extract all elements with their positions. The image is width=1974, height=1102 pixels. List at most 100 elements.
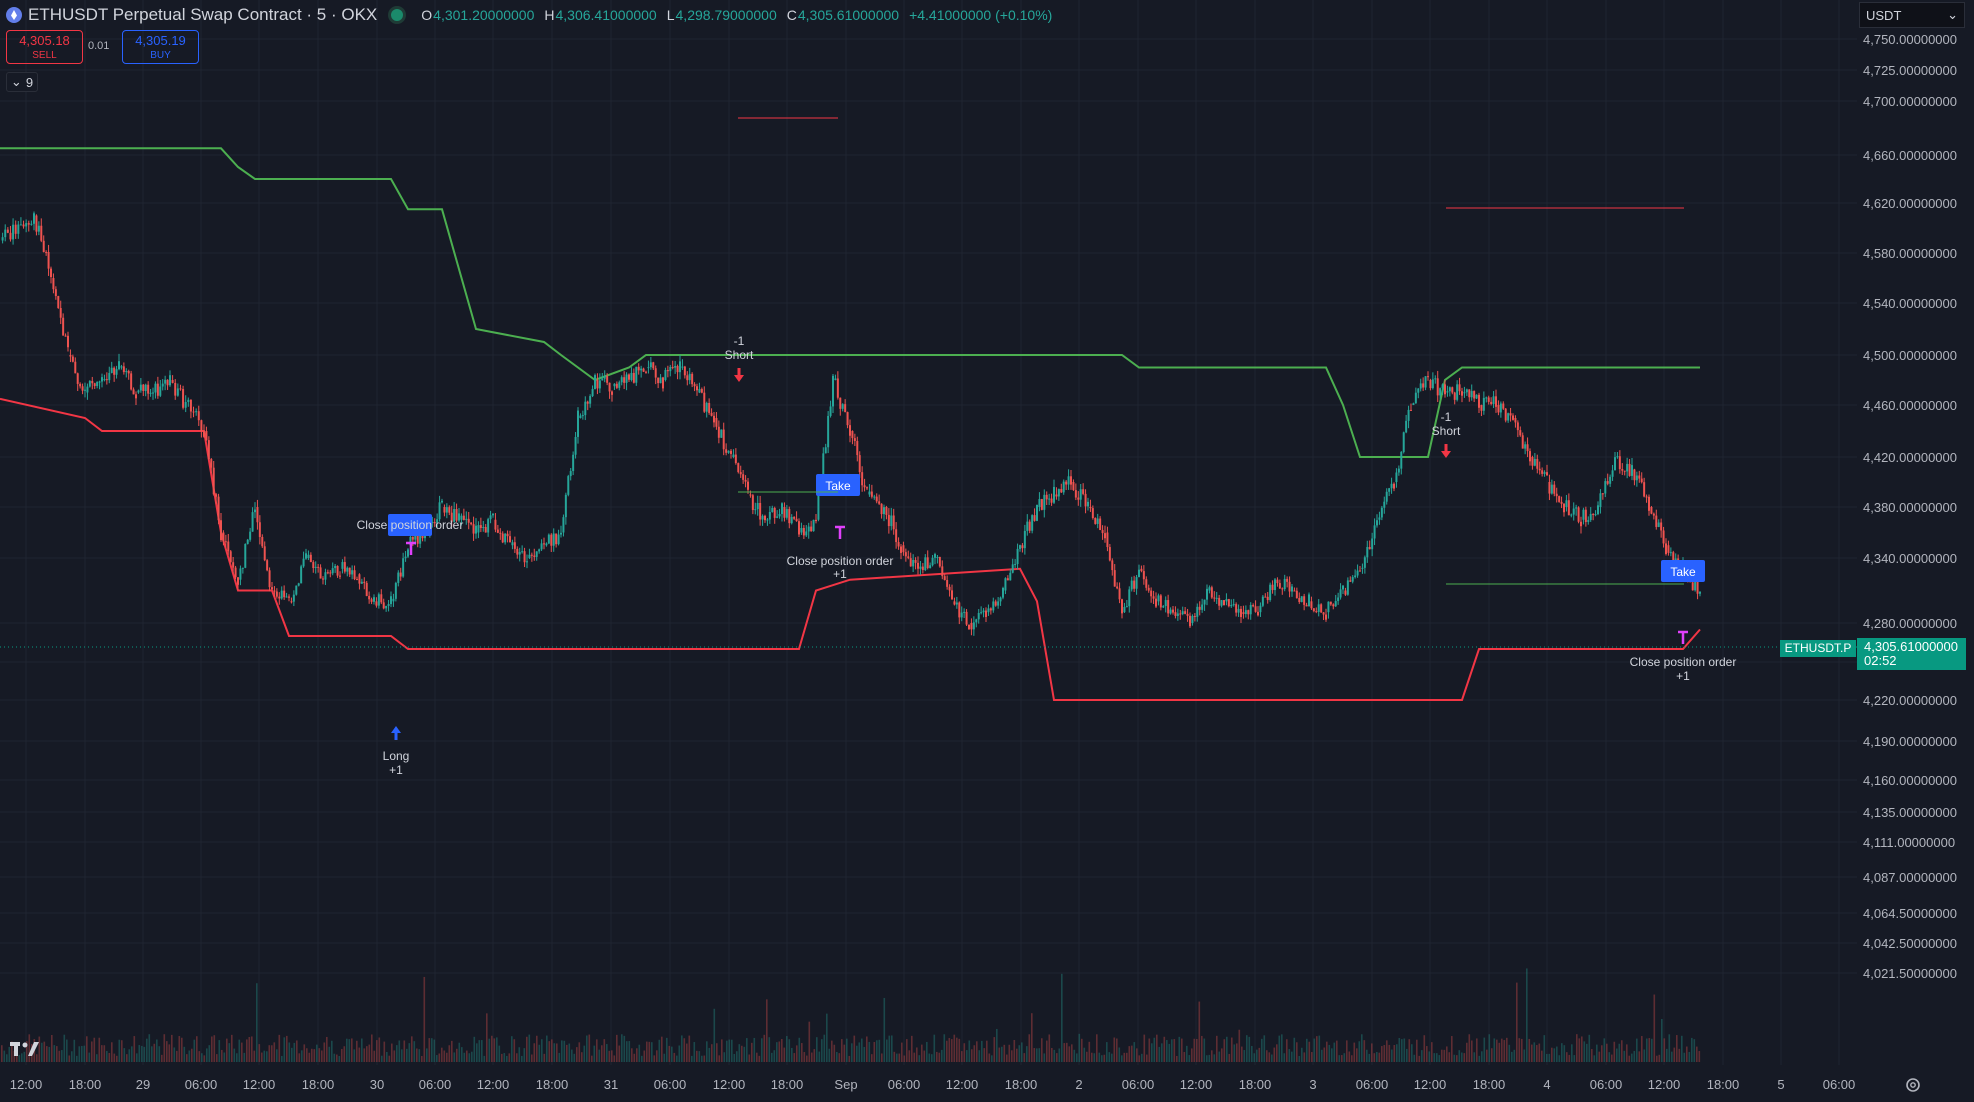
volume-bar — [1188, 1055, 1191, 1062]
indicators-toggle-button[interactable]: ⌄ 9 — [6, 72, 38, 92]
volume-bar — [933, 1034, 936, 1062]
candle — [798, 521, 800, 535]
volume-bar — [298, 1053, 301, 1062]
candle — [1002, 587, 1004, 598]
candle — [115, 369, 118, 375]
volume-bar — [1658, 1054, 1661, 1062]
sell-button[interactable]: 4,305.18 SELL — [6, 30, 83, 64]
candle — [229, 551, 232, 563]
volume-bar — [131, 1046, 133, 1062]
candle — [985, 610, 987, 617]
candle — [1366, 547, 1369, 558]
candle — [283, 590, 286, 598]
volume-bar — [1333, 1042, 1336, 1062]
candle — [1218, 597, 1221, 606]
candle — [1468, 389, 1471, 398]
buy-button[interactable]: 4,305.19 BUY — [122, 30, 199, 64]
volume-bar — [866, 1036, 868, 1062]
candle — [1184, 611, 1187, 614]
order-quantity[interactable]: 0.01 — [88, 40, 110, 52]
volume-bar — [433, 1039, 436, 1062]
candle — [1288, 581, 1291, 592]
candle — [465, 518, 468, 520]
volume-bar — [126, 1054, 128, 1062]
volume-bar — [1566, 1052, 1568, 1062]
volume-bar — [411, 1036, 413, 1062]
candle — [1264, 596, 1267, 598]
volume-bar — [863, 1046, 866, 1062]
volume-bar — [38, 1036, 41, 1062]
symbol-title[interactable]: ETHUSDT Perpetual Swap Contract · 5 · OK… — [28, 5, 378, 24]
volume-bar — [693, 1042, 696, 1062]
candle — [1611, 470, 1614, 477]
candle — [972, 622, 975, 630]
candle — [1582, 509, 1585, 520]
candle — [815, 519, 817, 522]
volume-bar — [1493, 1038, 1496, 1062]
candle — [25, 223, 28, 227]
candle — [1524, 444, 1527, 449]
candle — [795, 518, 798, 522]
candle — [688, 373, 691, 381]
time-axis-label: 12:00 — [1648, 1077, 1681, 1092]
candle — [416, 532, 419, 544]
volume-bar — [1313, 1038, 1316, 1062]
candle — [1575, 507, 1578, 509]
volume-bar — [1441, 1049, 1443, 1062]
volume-bar — [1353, 1042, 1356, 1062]
volume-bar — [306, 1048, 308, 1062]
gear-icon[interactable] — [1904, 1076, 1922, 1094]
candle — [1371, 538, 1374, 550]
candle — [479, 525, 482, 529]
volume-bar — [738, 1044, 741, 1062]
candle — [802, 527, 805, 536]
time-axis-label: 18:00 — [1005, 1077, 1038, 1092]
volume-bar — [1073, 1049, 1076, 1062]
volume-bar — [1473, 1052, 1476, 1062]
volume-bar — [661, 1036, 663, 1062]
volume-bar — [1006, 1054, 1008, 1062]
candle — [783, 507, 786, 518]
candle — [184, 402, 187, 408]
candle — [693, 384, 696, 387]
candle — [182, 389, 185, 408]
candle — [475, 525, 477, 534]
candle — [297, 583, 300, 586]
tradingview-logo-icon[interactable] — [10, 1040, 42, 1060]
chevron-down-icon: ⌄ — [1947, 7, 1958, 22]
volume-bar — [968, 1040, 971, 1062]
candle — [982, 610, 985, 613]
candle — [713, 415, 715, 423]
candle — [768, 511, 771, 520]
candle — [1147, 587, 1150, 591]
volume-bar — [596, 1039, 598, 1062]
candle — [152, 392, 154, 394]
volume-bar — [906, 1039, 908, 1062]
candle — [647, 367, 650, 369]
candle — [676, 366, 679, 373]
candle — [159, 386, 162, 396]
candle — [1470, 391, 1473, 398]
volume-bar — [1558, 1055, 1561, 1062]
candle — [1655, 515, 1658, 527]
price-axis-label: 4,660.00000000 — [1863, 148, 1957, 163]
volume-bar — [1463, 1053, 1466, 1062]
volume-bar — [241, 1042, 243, 1062]
candle — [598, 380, 601, 389]
volume-bar — [1093, 1053, 1096, 1062]
candle — [9, 232, 12, 240]
candle — [441, 500, 443, 503]
candle — [863, 485, 866, 488]
market-status-icon[interactable] — [391, 9, 404, 21]
volume-bar — [1296, 1042, 1298, 1062]
candle — [581, 415, 584, 417]
volume-bar — [1286, 1039, 1288, 1062]
volume-bar — [918, 1055, 921, 1062]
volume-bar — [1168, 1043, 1171, 1062]
volume-bar — [886, 1039, 888, 1062]
volume-bar — [446, 1052, 448, 1062]
candle — [368, 595, 371, 600]
currency-select[interactable]: USDT ⌄ — [1859, 2, 1965, 28]
